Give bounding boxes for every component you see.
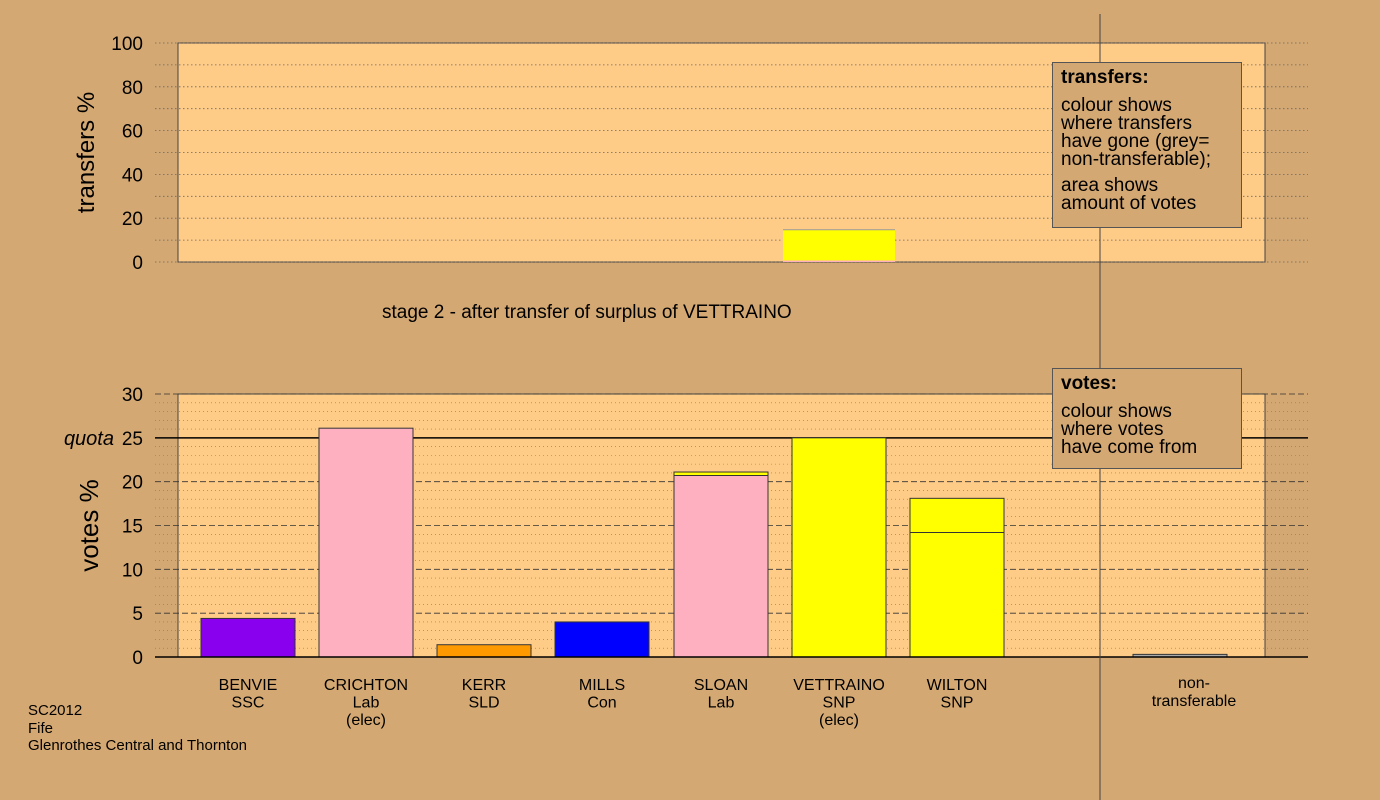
legend-transfers-line: non-transferable); [1061,149,1211,170]
transfer-bar-segment [783,229,895,261]
vote-bar-segment [910,498,1004,533]
stage-title: stage 2 - after transfer of surplus of V… [382,302,792,323]
candidate-label: SLOAN [694,677,748,694]
candidate-label: VETTRAINO [793,677,885,694]
y-tick-label: 0 [132,648,143,669]
caption: SC2012 Fife Glenrothes Central and Thorn… [28,702,247,755]
candidate-label: SLD [468,695,499,712]
candidate-label: Lab [708,695,735,712]
y-tick-label: 40 [122,165,143,186]
legend-transfers-title: transfers: [1061,67,1149,88]
y-axis-label: transfers % [73,92,100,213]
candidate-label: MILLS [579,677,625,694]
y-tick-label: 80 [122,78,143,99]
y-tick-label: 25 [122,429,143,450]
vote-bar-segment [910,532,1004,657]
vote-bar-segment [319,428,413,657]
caption-line: SC2012 [28,702,83,719]
vote-bar-segment [674,475,768,657]
legend-transfers-line: where transfers [1061,113,1192,134]
candidate-label: SNP [823,695,856,712]
y-tick-label: 10 [122,560,143,581]
legend-votes: votes: colour shows where votes have com… [1052,368,1242,469]
legend-votes-title: votes: [1061,373,1117,394]
candidate-label: KERR [462,677,506,694]
candidate-label: (elec) [346,712,386,729]
legend-transfers-line: have gone (grey= [1061,131,1210,152]
transfer-bar-segment [783,260,895,262]
candidate-label: (elec) [819,712,859,729]
y-tick-label: 100 [111,34,143,55]
y-tick-label: 20 [122,473,143,494]
y-tick-label: 5 [132,604,143,625]
y-tick-label: 15 [122,517,143,538]
y-tick-label: 60 [122,122,143,143]
nontransferable-label: non- [1178,675,1210,692]
candidate-label: Con [587,695,616,712]
nontransferable-label: transferable [1152,693,1237,710]
vote-bar-segment [674,472,768,476]
caption-line: Glenrothes Central and Thornton [28,737,248,754]
caption-line: Fife [28,719,54,737]
legend-transfers-line: area shows [1061,175,1159,196]
legend-transfers-line: colour shows [1061,95,1172,116]
quota-label: quota [64,428,114,450]
legend-votes-line: where votes [1061,419,1164,440]
y-tick-label: 30 [122,385,143,406]
y-tick-label: 20 [122,209,143,230]
candidate-label: SNP [941,695,974,712]
candidate-label: CRICHTON [324,677,408,694]
y-tick-label: 0 [132,253,143,274]
legend-votes-line: colour shows [1061,401,1172,422]
legend-transfers-line: amount of votes [1061,193,1197,214]
vote-bar-segment [555,621,649,657]
vote-bar-segment [792,437,886,657]
candidate-label: SSC [232,695,265,712]
legend-transfers: transfers: colour shows where transfers … [1052,62,1242,228]
candidate-label: Lab [353,695,380,712]
legend-votes-line: have come from [1061,437,1198,458]
vote-bar-segment [201,618,295,657]
candidate-label: BENVIE [219,677,278,694]
candidate-label: WILTON [927,677,988,694]
y-axis-label: votes % [74,479,104,572]
vote-bar-segment [437,644,531,657]
